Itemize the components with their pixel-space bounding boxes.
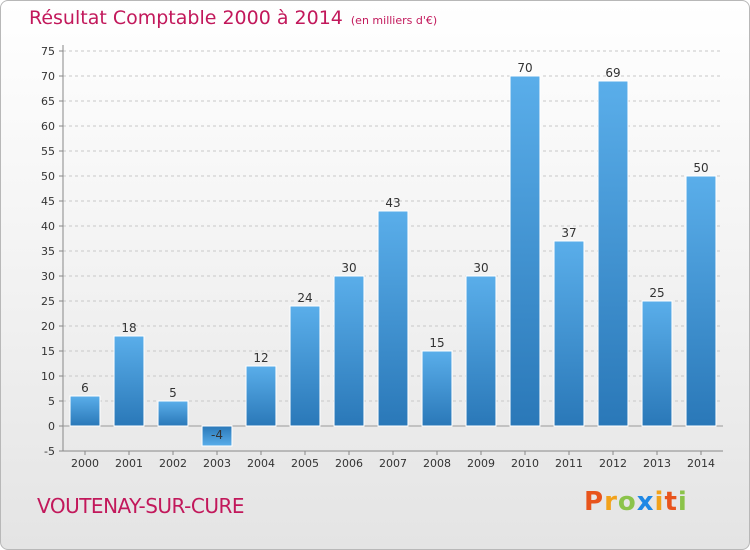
x-tick-label-2006: 2006 [335,457,363,470]
bars [69,75,717,447]
bar-2009 [465,275,497,427]
y-tick-labels: -5 0 5 10 15 20 25 30 35 40 45 50 55 60 65 70 75 [41,45,55,458]
logo-letter: o [617,487,637,517]
y-tick-label: 5 [48,395,55,408]
data-label-2010: 70 [517,61,532,75]
x-tick-label-2002: 2002 [159,457,187,470]
bar-2002 [157,400,189,427]
x-tick-label-2014: 2014 [687,457,715,470]
bar-2008 [421,350,453,427]
x-tick-label-2007: 2007 [379,457,407,470]
x-tick-label-2008: 2008 [423,457,451,470]
x-tick-label-2005: 2005 [291,457,319,470]
bar-2001 [113,335,145,427]
y-tick-label: 15 [41,345,55,358]
logo-letter: i [677,487,688,517]
x-tick-label-2012: 2012 [599,457,627,470]
y-tick-label: 35 [41,245,55,258]
x-tick-label-2011: 2011 [555,457,583,470]
data-label-2003: -4 [211,428,223,442]
logo-letter: t [664,487,678,517]
x-tick-labels: 2000 2001 2002 2003 2004 2005 2006 2007 2008 2009… [71,457,715,470]
data-label-2011: 37 [561,226,576,240]
chart-unit: (en milliers d'€) [350,14,438,27]
bar-2010 [509,75,541,427]
data-label-2008: 15 [429,336,444,350]
x-tick-label-2001: 2001 [115,457,143,470]
data-label-2007: 43 [385,196,400,210]
data-label-2000: 6 [81,381,89,395]
data-label-2012: 69 [605,66,620,80]
logo-letter: r [604,487,618,517]
y-tick-label: 25 [41,295,55,308]
y-tick-label: 60 [41,120,55,133]
data-label-2005: 24 [297,291,312,305]
data-label-2014: 50 [693,161,708,175]
chart-title-text: Résultat Comptable 2000 à 2014 [29,7,343,29]
bar-2003 [201,425,233,447]
x-tick-label-2000: 2000 [71,457,99,470]
data-label-2001: 18 [121,321,136,335]
y-tick-label: -5 [44,445,55,458]
bar-2013 [641,300,673,427]
logo-letter: i [654,487,665,517]
x-tick-label-2003: 2003 [203,457,231,470]
data-label-2006: 30 [341,261,356,275]
data-label-2004: 12 [253,351,268,365]
data-labels: 6 18 5 -4 12 24 30 43 15 30 70 37 69 25 50 [81,61,708,442]
y-tick-label: 20 [41,320,55,333]
y-tick-label: 55 [41,145,55,158]
y-tick-label: 30 [41,270,55,283]
x-tick-label-2010: 2010 [511,457,539,470]
x-tick-label-2013: 2013 [643,457,671,470]
place-name: VOUTENAY-SUR-CURE [37,494,245,518]
y-tick-label: 40 [41,220,55,233]
data-label-2002: 5 [169,386,177,400]
bar-2014 [685,175,717,427]
y-tick-label: 0 [48,420,55,433]
logo-letter: P [584,487,605,517]
data-label-2009: 30 [473,261,488,275]
y-tick-label: 75 [41,45,55,58]
bar-2012 [597,80,629,427]
bar-2000 [69,395,101,427]
logo-letter: x [636,487,655,517]
x-tick-label-2004: 2004 [247,457,275,470]
chart-title: Résultat Comptable 2000 à 2014 (en millie… [29,7,437,29]
bar-2005 [289,305,321,427]
y-tick-label: 10 [41,370,55,383]
x-tick-label-2009: 2009 [467,457,495,470]
bar-2011 [553,240,585,427]
data-label-2013: 25 [649,286,664,300]
y-tick-label: 65 [41,95,55,108]
y-tick-label: 45 [41,195,55,208]
y-tick-label: 70 [41,70,55,83]
bar-2004 [245,365,277,427]
bar-2006 [333,275,365,427]
y-tick-label: 50 [41,170,55,183]
proxiti-logo: Proxiti [584,487,688,517]
bar-2007 [377,210,409,427]
